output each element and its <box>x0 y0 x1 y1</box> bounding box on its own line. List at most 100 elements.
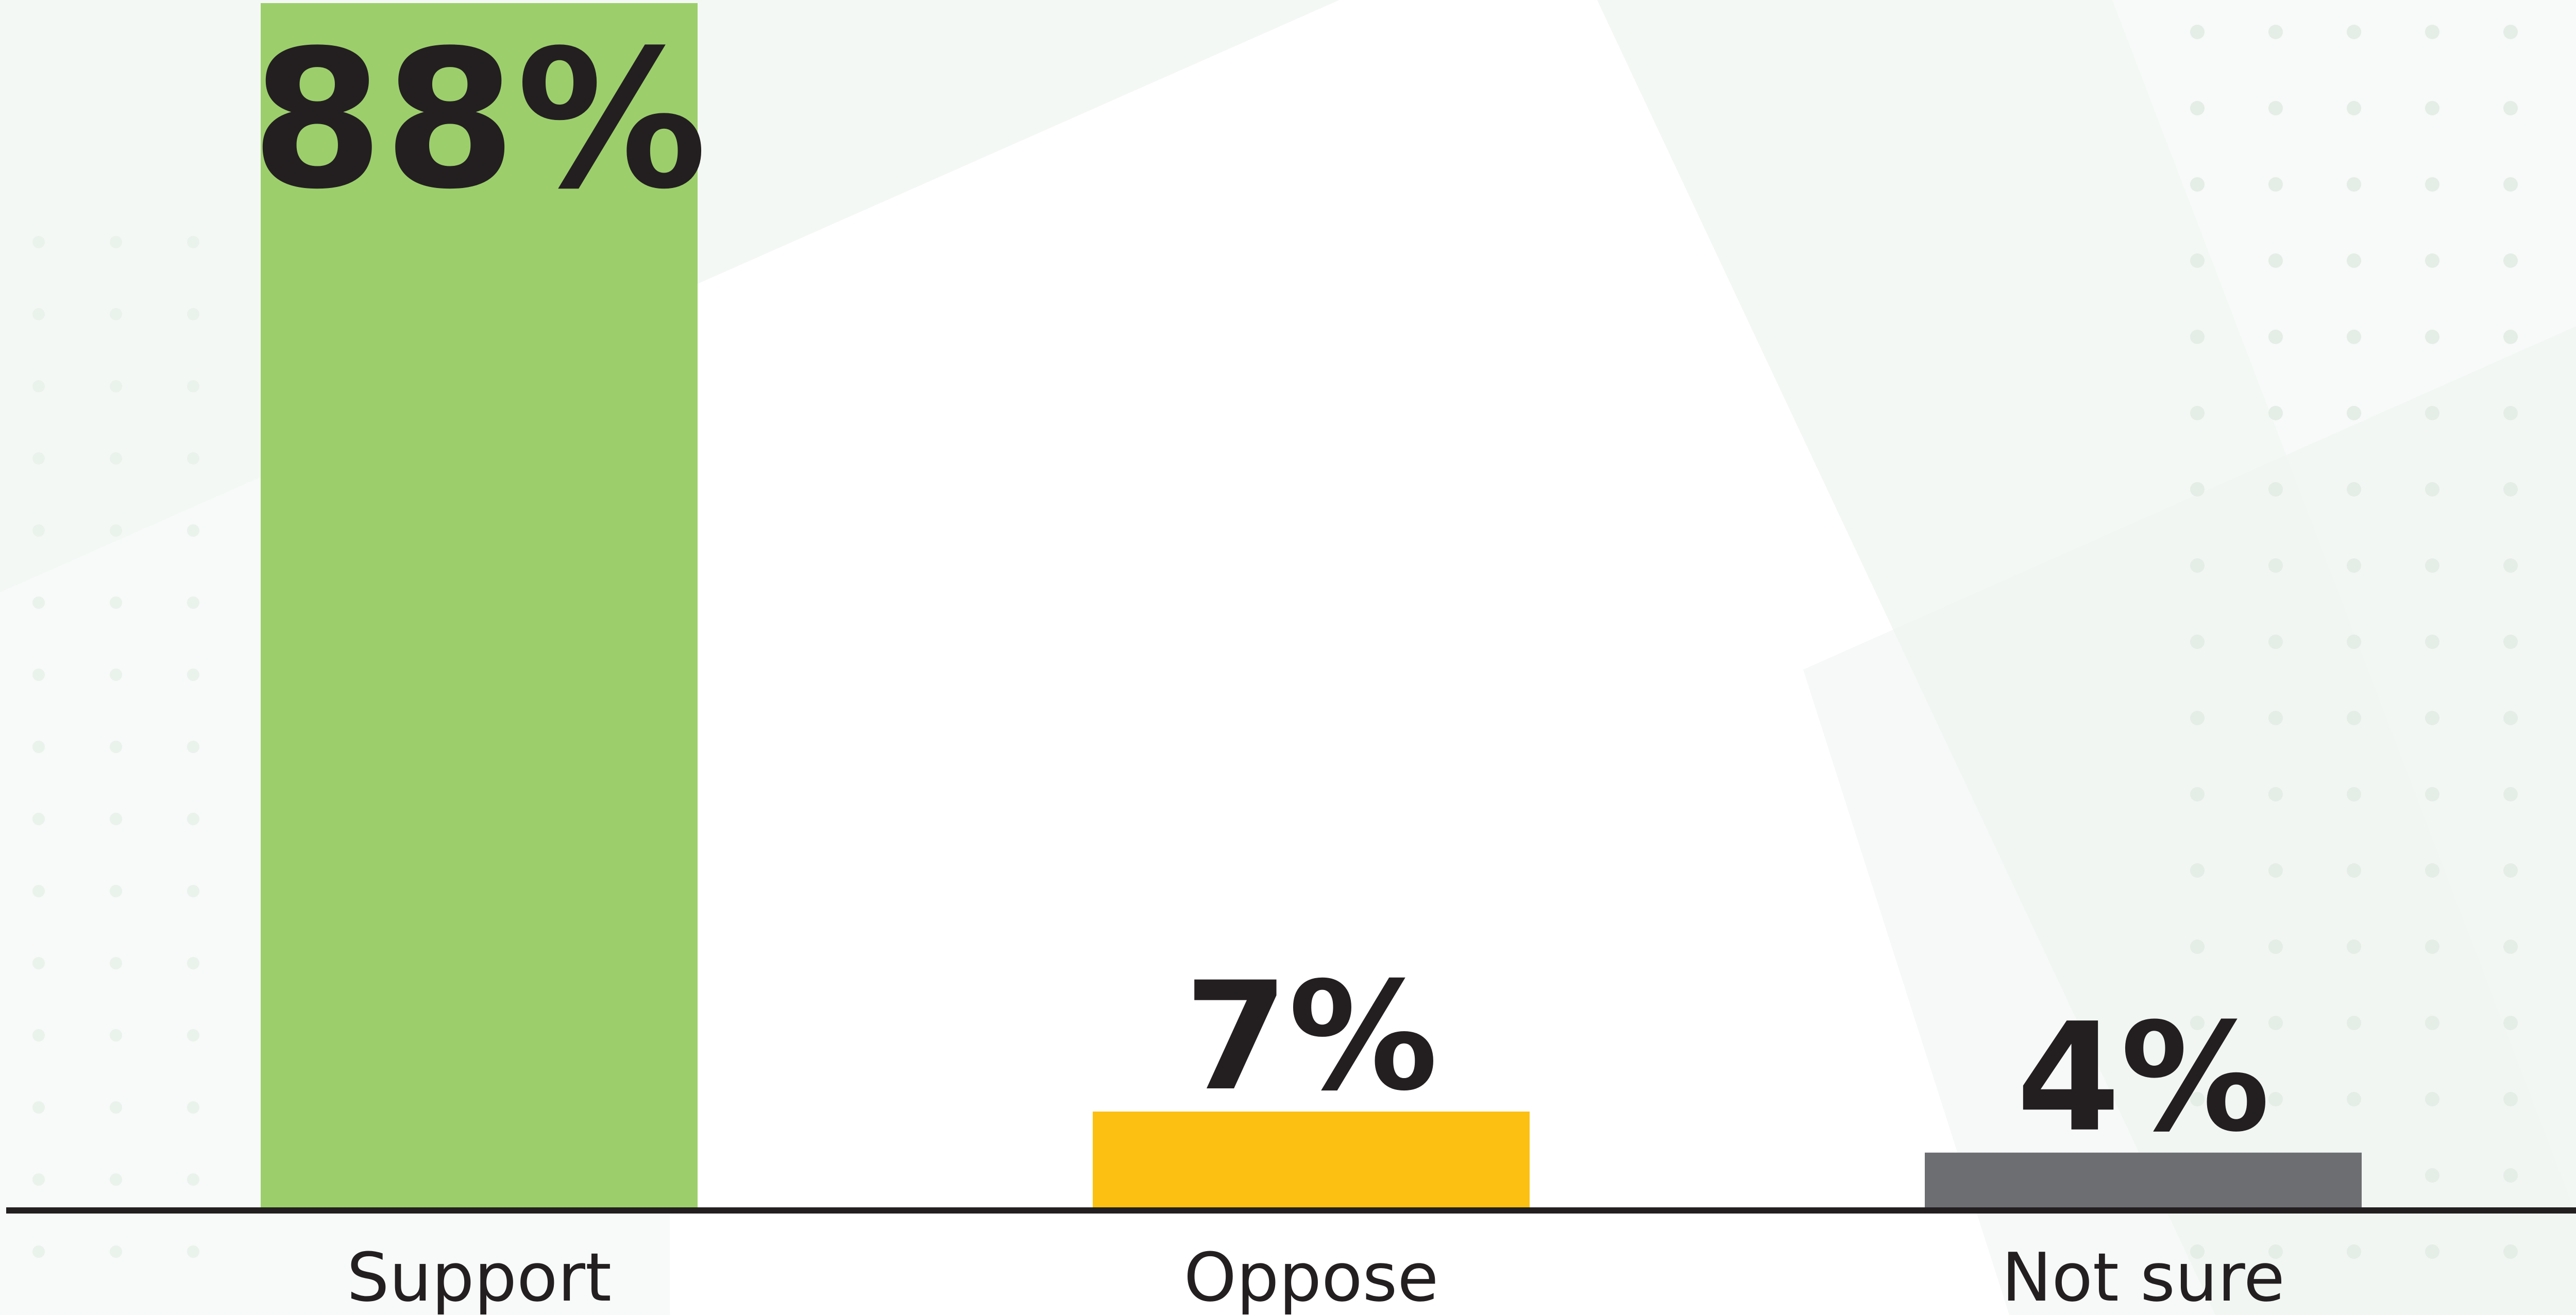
background-dot <box>110 308 122 320</box>
background-dot <box>32 380 45 392</box>
background-dot <box>2503 940 2518 954</box>
background-dot <box>2190 558 2205 573</box>
background-dot <box>2425 635 2439 649</box>
background-dot <box>110 452 122 465</box>
background-dot <box>32 1101 45 1114</box>
background-dot <box>2503 101 2518 115</box>
background-dot <box>2190 1244 2205 1259</box>
background-dot <box>2425 177 2439 192</box>
background-dot <box>2268 330 2283 344</box>
background-dot <box>2347 787 2361 801</box>
category-label-oppose: Oppose <box>1184 1238 1439 1315</box>
background-dot <box>110 236 122 248</box>
background-dot <box>2503 711 2518 725</box>
background-dot <box>2347 330 2361 344</box>
background-dot <box>2268 635 2283 649</box>
background-dot <box>2347 101 2361 115</box>
background-dot <box>32 596 45 609</box>
background-dot <box>2268 25 2283 39</box>
background-dot <box>2190 25 2205 39</box>
background-dot <box>2268 101 2283 115</box>
background-dot <box>110 380 122 392</box>
background-dot <box>187 669 199 681</box>
background-dot <box>32 524 45 537</box>
background-dot <box>110 1101 122 1114</box>
background-dot <box>2503 1016 2518 1030</box>
background-dot <box>2268 1092 2283 1106</box>
background-dot <box>32 236 45 248</box>
background-dot <box>32 308 45 320</box>
background-dot <box>2190 1092 2205 1106</box>
value-label-support: 88% <box>251 10 707 231</box>
background-dot <box>187 452 199 465</box>
background-dot <box>32 1245 45 1258</box>
background-dot <box>187 813 199 825</box>
background-dot <box>187 741 199 753</box>
background-dot <box>2268 558 2283 573</box>
background-dot <box>2425 330 2439 344</box>
background-dot <box>2503 1168 2518 1183</box>
background-dot <box>2425 406 2439 420</box>
background-dot <box>2425 253 2439 268</box>
value-label-oppose: 7% <box>1184 950 1438 1124</box>
background-dot <box>187 885 199 897</box>
background-dot <box>2190 406 2205 420</box>
background-dot <box>2268 711 2283 725</box>
background-dot <box>32 669 45 681</box>
background-dot <box>2503 25 2518 39</box>
background-dot <box>2425 101 2439 115</box>
background-dot <box>2190 787 2205 801</box>
background-dot <box>2268 253 2283 268</box>
background-dot <box>2425 1016 2439 1030</box>
background-dot <box>2347 940 2361 954</box>
background-dot <box>2347 482 2361 497</box>
background-dot <box>2425 1092 2439 1106</box>
background-dot <box>2503 482 2518 497</box>
background-dot <box>2425 1244 2439 1259</box>
background-dot <box>2503 1244 2518 1259</box>
background-dot <box>2347 253 2361 268</box>
background-dot <box>110 1029 122 1041</box>
background-dot <box>110 669 122 681</box>
background-dot <box>110 885 122 897</box>
background-dot <box>110 1245 122 1258</box>
background-dot <box>32 1029 45 1041</box>
background-dot <box>2268 1016 2283 1030</box>
background-dot <box>2347 1092 2361 1106</box>
background-dot <box>2347 863 2361 878</box>
background-dot <box>187 1173 199 1186</box>
background-dot <box>32 957 45 969</box>
bar-not-sure <box>1925 1152 2362 1207</box>
background-dot <box>2190 253 2205 268</box>
background-dot <box>2190 330 2205 344</box>
background-dot <box>110 1173 122 1186</box>
background-dot <box>2347 177 2361 192</box>
background-dot <box>187 308 199 320</box>
value-label-not-sure: 4% <box>2016 992 2270 1165</box>
category-label-not-sure: Not sure <box>2002 1238 2285 1315</box>
background-dot <box>187 1245 199 1258</box>
background-dot <box>110 957 122 969</box>
background-dot <box>2268 177 2283 192</box>
background-dot <box>187 596 199 609</box>
background-dot <box>2268 787 2283 801</box>
background-dot <box>2268 940 2283 954</box>
background-dot <box>2268 863 2283 878</box>
bar-support <box>261 3 698 1207</box>
background-dot <box>2425 787 2439 801</box>
background-dot <box>2503 558 2518 573</box>
background-dot <box>2503 863 2518 878</box>
background-dot <box>187 957 199 969</box>
background-dot <box>2190 940 2205 954</box>
background-dot <box>2347 558 2361 573</box>
background-dot <box>2425 482 2439 497</box>
background-dot <box>2503 635 2518 649</box>
background-dot <box>2190 863 2205 878</box>
background-dot <box>2347 711 2361 725</box>
background-dot <box>2347 25 2361 39</box>
background-dot <box>187 524 199 537</box>
bar-oppose <box>1093 1112 1530 1207</box>
background-dot <box>2425 25 2439 39</box>
background-dot <box>2347 1244 2361 1259</box>
